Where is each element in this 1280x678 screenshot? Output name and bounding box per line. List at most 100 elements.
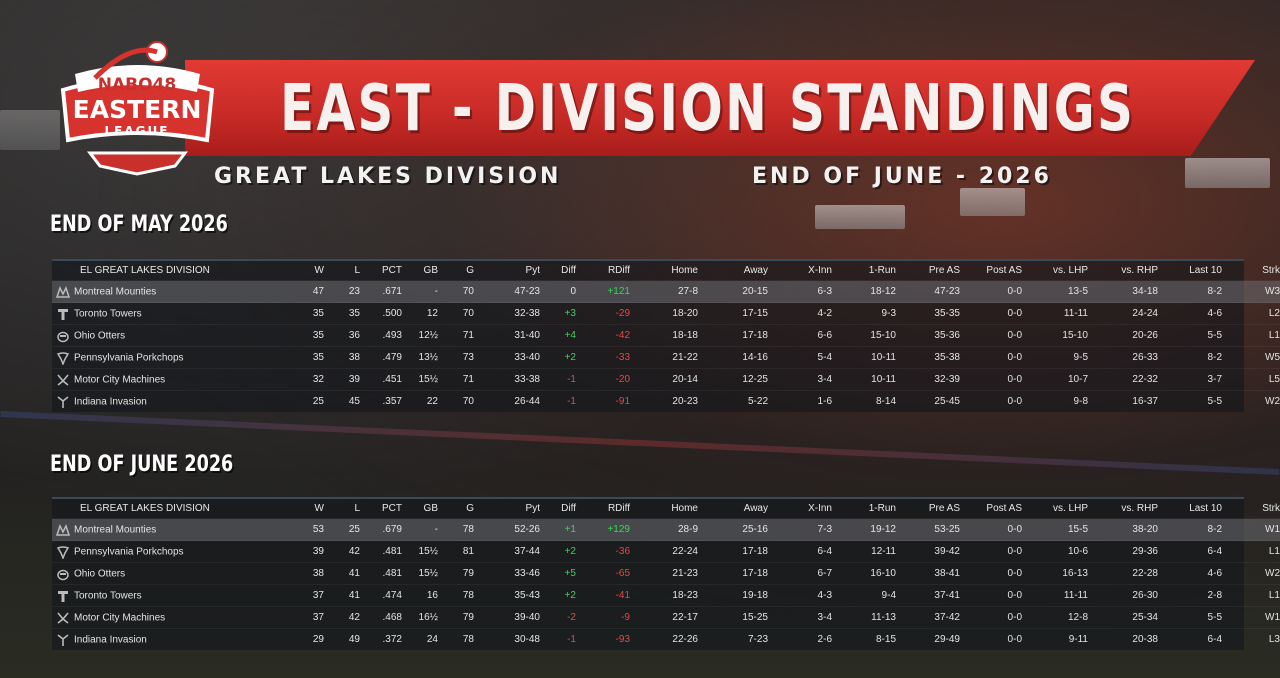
- preas-cell: 25-45: [900, 390, 964, 412]
- june-standings-table: EL GREAT LAKES DIVISION W L PCT GB G Pyt Diff RD…: [52, 497, 1280, 650]
- vlhp-cell: 13-5: [1026, 280, 1092, 303]
- team-cell: Montreal Mounties: [52, 280, 282, 303]
- away-cell: 17-18: [702, 324, 772, 347]
- l-cell: 45: [328, 390, 364, 412]
- column-header: X-Inn: [808, 265, 832, 276]
- home-cell: 22-26: [634, 628, 702, 650]
- team-name: Toronto Towers: [74, 590, 142, 602]
- strk-cell: L5: [1226, 368, 1280, 391]
- w-cell: 32: [282, 368, 328, 391]
- l-cell: 42: [328, 606, 364, 629]
- g-cell: 73: [442, 346, 478, 369]
- last10-cell: 2-8: [1162, 584, 1226, 607]
- onerun-cell: 10-11: [836, 368, 900, 391]
- column-header: vs. RHP: [1121, 265, 1158, 276]
- xinn-cell: 7-3: [772, 518, 836, 541]
- w-cell: 53: [282, 518, 328, 541]
- table-row: Motor City Machines 32 39.451 15½ 71 33-38 -1-…: [52, 368, 1280, 391]
- table-header-row: EL GREAT LAKES DIVISION W L PCT GB G Pyt Diff RD…: [52, 261, 1280, 281]
- home-cell: 21-22: [634, 346, 702, 369]
- column-header: Diff: [561, 503, 576, 514]
- porkchops-logo-icon: [56, 351, 70, 365]
- preas-cell: 38-41: [900, 562, 964, 585]
- stadium-light: [960, 188, 1025, 216]
- preas-cell: 37-41: [900, 584, 964, 607]
- column-header: Post AS: [986, 265, 1022, 276]
- l-cell: 38: [328, 346, 364, 369]
- column-header: Pre AS: [928, 503, 960, 514]
- postas-cell: 0-0: [964, 584, 1026, 607]
- vrhp-cell: 26-33: [1092, 346, 1162, 369]
- league-logo: NABO48 EASTERN LEAGUE: [60, 41, 215, 176]
- vlhp-cell: 12-8: [1026, 606, 1092, 629]
- pct-cell: .372: [364, 628, 406, 650]
- last10-cell: 6-4: [1162, 540, 1226, 563]
- team-cell: Pennsylvania Porkchops: [52, 346, 282, 369]
- g-cell: 78: [442, 584, 478, 607]
- g-cell: 79: [442, 562, 478, 585]
- last10-cell: 5-5: [1162, 324, 1226, 347]
- table-row: Indiana Invasion 25 45.357 22 70 26-44 -1 -91 20…: [52, 390, 1280, 412]
- away-cell: 12-25: [702, 368, 772, 391]
- column-header: PCT: [382, 503, 402, 514]
- diff-cell: -1: [544, 390, 580, 412]
- column-header: G: [466, 503, 474, 514]
- gb-cell: 15½: [406, 562, 442, 585]
- column-header: vs. LHP: [1052, 503, 1088, 514]
- towers-logo-icon: [58, 590, 68, 602]
- rdiff-cell: -33: [580, 346, 634, 369]
- logo-text-line3: LEAGUE: [105, 124, 170, 138]
- column-header: Pyt: [525, 265, 540, 276]
- title-banner: [185, 60, 1255, 156]
- pyt-cell: 52-26: [478, 518, 544, 541]
- pct-cell: .481: [364, 562, 406, 585]
- table-row: Pennsylvania Porkchops 39 42.481 15½ 81 37-44…: [52, 540, 1280, 563]
- rdiff-cell: -41: [580, 584, 634, 607]
- onerun-cell: 12-11: [836, 540, 900, 563]
- preas-cell: 53-25: [900, 518, 964, 541]
- gb-cell: 13½: [406, 346, 442, 369]
- column-header: L: [354, 265, 360, 276]
- pyt-cell: 37-44: [478, 540, 544, 563]
- home-cell: 27-8: [634, 280, 702, 303]
- column-header: Post AS: [986, 503, 1022, 514]
- team-cell: Ohio Otters: [52, 562, 282, 585]
- l-cell: 23: [328, 280, 364, 303]
- l-cell: 36: [328, 324, 364, 347]
- diff-cell: 0: [544, 280, 580, 303]
- pct-cell: .451: [364, 368, 406, 391]
- w-cell: 35: [282, 302, 328, 325]
- strk-cell: L1: [1226, 540, 1280, 563]
- home-cell: 21-23: [634, 562, 702, 585]
- table-row: Motor City Machines 37 42.468 16½ 79 39-40 -2-…: [52, 606, 1280, 629]
- column-header: Strk: [1262, 265, 1280, 276]
- rdiff-cell: -9: [580, 606, 634, 629]
- onerun-cell: 18-12: [836, 280, 900, 303]
- invasion-logo-icon: [57, 633, 69, 646]
- team-cell: Pennsylvania Porkchops: [52, 540, 282, 563]
- pyt-cell: 30-48: [478, 628, 544, 650]
- last10-cell: 8-2: [1162, 346, 1226, 369]
- strk-cell: W3: [1226, 280, 1280, 303]
- g-cell: 78: [442, 628, 478, 650]
- away-cell: 17-15: [702, 302, 772, 325]
- xinn-cell: 6-4: [772, 540, 836, 563]
- g-cell: 78: [442, 518, 478, 541]
- table-row: Pennsylvania Porkchops 35 38.479 13½ 73 33-40…: [52, 346, 1280, 369]
- g-cell: 70: [442, 302, 478, 325]
- away-cell: 20-15: [702, 280, 772, 303]
- onerun-cell: 10-11: [836, 346, 900, 369]
- preas-cell: 39-42: [900, 540, 964, 563]
- pct-cell: .479: [364, 346, 406, 369]
- mounties-logo-icon: [56, 523, 70, 536]
- vrhp-cell: 26-30: [1092, 584, 1162, 607]
- away-cell: 19-18: [702, 584, 772, 607]
- vlhp-cell: 15-10: [1026, 324, 1092, 347]
- may-section-title: END OF MAY 2026: [50, 212, 228, 237]
- rdiff-cell: -20: [580, 368, 634, 391]
- column-header: Pyt: [525, 503, 540, 514]
- pyt-cell: 26-44: [478, 390, 544, 412]
- column-header: Away: [743, 503, 768, 514]
- team-name: Pennsylvania Porkchops: [74, 352, 184, 364]
- w-cell: 25: [282, 390, 328, 412]
